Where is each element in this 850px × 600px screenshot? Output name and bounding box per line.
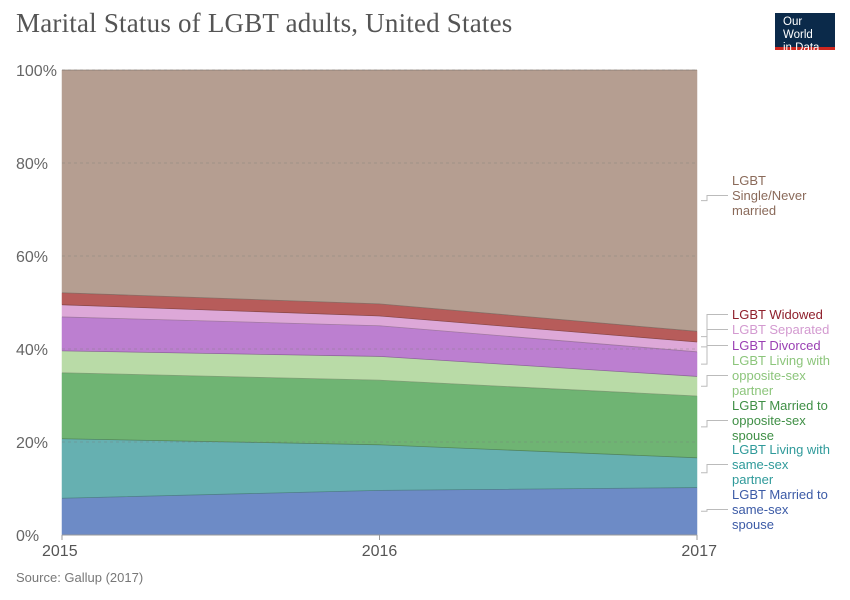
x-tick-label: 2015 bbox=[42, 543, 78, 560]
source-note[interactable]: Source: Gallup (2017) bbox=[16, 570, 144, 585]
legend-connector-6 bbox=[701, 314, 728, 338]
legend-label-3: partner bbox=[732, 383, 774, 398]
legend-connector-4 bbox=[701, 345, 728, 365]
y-tick-label: 80% bbox=[16, 156, 48, 173]
owid-logo[interactable]: Our World in Data bbox=[775, 13, 835, 54]
series-line-1 bbox=[61, 438, 698, 459]
legend-label-2: spouse bbox=[732, 428, 774, 443]
legend-label-1: same-sex bbox=[732, 457, 789, 472]
logo-line-1: Our World bbox=[783, 16, 813, 41]
legend-label-6: LGBT Widowed bbox=[732, 307, 823, 322]
legend-label-2: opposite-sex bbox=[732, 413, 806, 428]
series-line-6 bbox=[61, 292, 698, 332]
y-tick-label: 100% bbox=[16, 63, 57, 80]
legend-label-1: LGBT Living with bbox=[732, 442, 830, 457]
legend-label-1: partner bbox=[732, 472, 774, 487]
legend-connector-3 bbox=[701, 375, 728, 387]
y-tick-label: 60% bbox=[16, 249, 48, 266]
legend-connector-0 bbox=[701, 509, 728, 512]
series-line-0 bbox=[61, 487, 698, 499]
legend-label-7: LGBT bbox=[732, 173, 766, 188]
y-tick-label: 0% bbox=[16, 528, 39, 545]
legend-connector-7 bbox=[701, 195, 728, 202]
legend-label-4: LGBT Divorced bbox=[732, 338, 821, 353]
legend-label-0: LGBT Married to bbox=[732, 487, 828, 502]
legend-connector-2 bbox=[701, 420, 728, 428]
legend-label-0: same-sex bbox=[732, 502, 789, 517]
legend-connector-1 bbox=[701, 464, 728, 474]
x-tick-label: 2017 bbox=[681, 543, 717, 560]
series-line-2 bbox=[61, 372, 698, 397]
x-tick-label: 2016 bbox=[362, 543, 398, 560]
legend-label-3: opposite-sex bbox=[732, 368, 806, 383]
legend-label-3: LGBT Living with bbox=[732, 353, 830, 368]
series-line-3 bbox=[61, 350, 698, 377]
area-7 bbox=[61, 69, 698, 332]
legend-label-0: spouse bbox=[732, 517, 774, 532]
legend-label-7: married bbox=[732, 203, 776, 218]
logo-line-2: in Data bbox=[783, 42, 820, 54]
series-line-4 bbox=[61, 316, 698, 353]
y-tick-label: 20% bbox=[16, 435, 48, 452]
legend-label-2: LGBT Married to bbox=[732, 398, 828, 413]
legend-connector-5 bbox=[701, 329, 728, 348]
legend-label-5: LGBT Separated bbox=[732, 322, 829, 337]
chart-title: Marital Status of LGBT adults, United St… bbox=[16, 8, 513, 38]
series-line-5 bbox=[61, 304, 698, 343]
y-tick-label: 40% bbox=[16, 342, 48, 359]
legend-label-7: Single/Never bbox=[732, 188, 807, 203]
